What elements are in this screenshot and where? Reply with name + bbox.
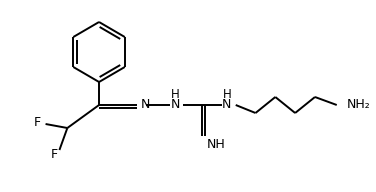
- Text: N: N: [171, 98, 180, 112]
- Text: N: N: [141, 98, 150, 112]
- Text: NH₂: NH₂: [347, 98, 370, 112]
- Text: H: H: [223, 89, 231, 102]
- Text: F: F: [51, 148, 58, 161]
- Text: F: F: [34, 116, 41, 128]
- Text: NH: NH: [207, 138, 226, 151]
- Text: H: H: [171, 89, 180, 102]
- Text: N: N: [222, 98, 232, 112]
